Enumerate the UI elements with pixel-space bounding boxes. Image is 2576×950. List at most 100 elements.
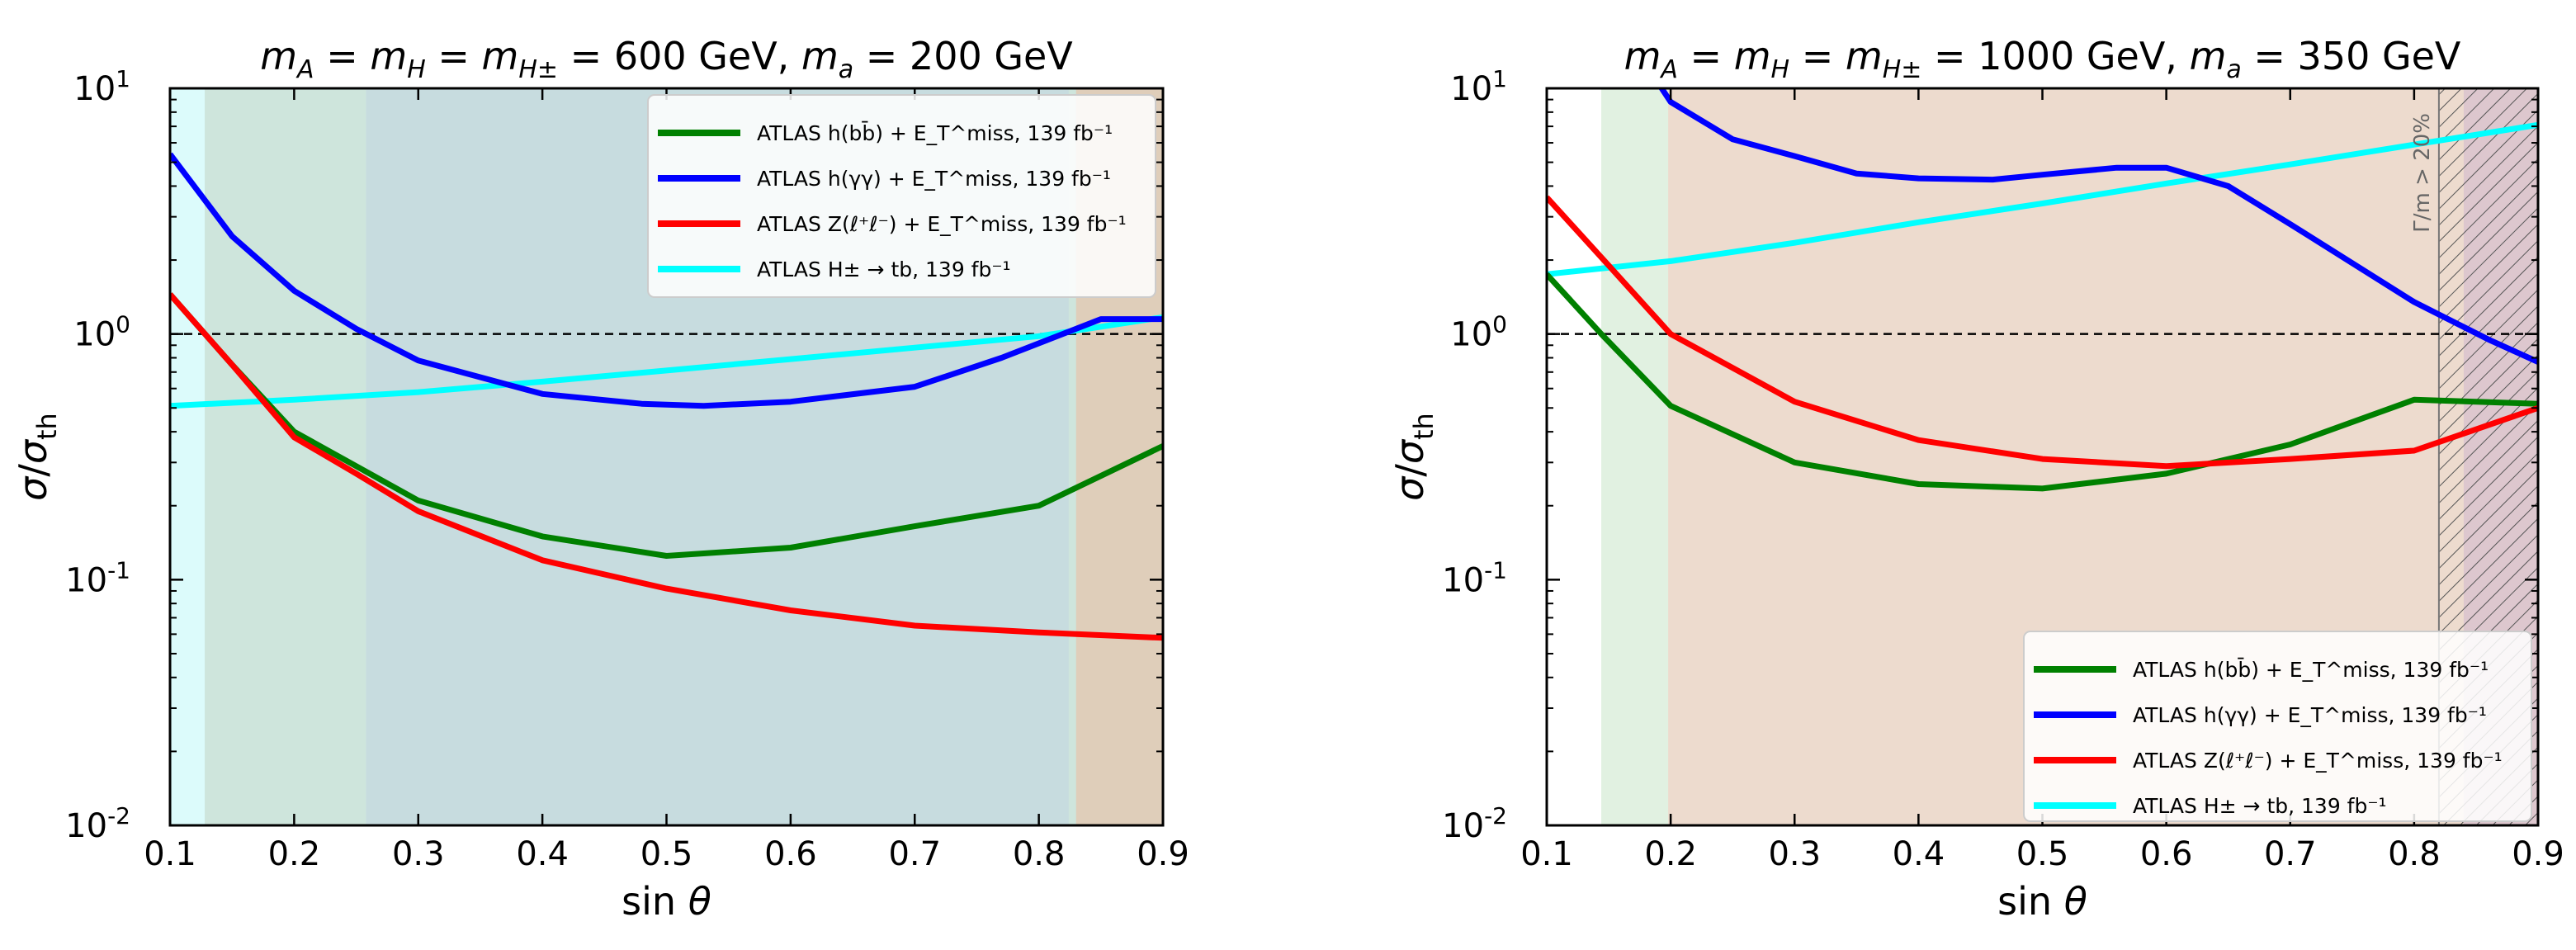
data-point	[1001, 357, 1003, 359]
title-part: =	[426, 34, 482, 78]
title-part: H	[407, 55, 426, 84]
data-point	[1917, 221, 1919, 223]
data-point	[790, 610, 792, 612]
tick-exponent: 0	[1492, 311, 1507, 338]
data-point	[2413, 144, 2415, 145]
legend-label-3: ATLAS Z(ℓ⁺ℓ⁻) + E_T^miss, 139 fb⁻¹	[757, 212, 1127, 236]
x-tick-label: 0.2	[1644, 835, 1697, 873]
data-point	[2166, 182, 2167, 184]
x-tick-label: 0.9	[2512, 835, 2564, 873]
y-tick-label: 10-2	[1442, 802, 1507, 845]
chart-panel-2: Γ/m > 20%0.1 0.2 0.3 0.4 0.5 0.6 0.7 0.8 0.910-2…	[1387, 34, 2564, 924]
title-part: H±	[1883, 55, 1922, 84]
y-tick-label: 10-2	[65, 802, 130, 845]
legend: ATLAS h(bb̄) + E_T^miss, 139 fb⁻¹ ATLAS h…	[647, 94, 1156, 298]
title-part: = 200 GeV	[853, 34, 1073, 78]
x-axis-label: sin θ	[1997, 879, 2087, 924]
title-part: =	[314, 34, 371, 78]
data-point	[790, 401, 792, 403]
title-part: = 1000 GeV,	[1921, 34, 2189, 78]
y-tick-label: 10-1	[65, 556, 130, 599]
title-part: = 600 GeV,	[558, 34, 801, 78]
tick-base: 10	[1442, 561, 1484, 599]
chart-title: mA = mH = mH± = 1000 GeV, ma = 350 GeV	[1624, 34, 2461, 84]
title-part: a	[839, 55, 853, 84]
x-label-fn: sin	[1997, 879, 2064, 924]
y-axis-label: σ/σth	[11, 413, 63, 501]
data-point	[356, 328, 357, 329]
data-point	[293, 399, 295, 400]
data-point	[2042, 488, 2043, 489]
x-tick-label: 0.6	[764, 835, 817, 873]
tick-base: 10	[65, 807, 107, 845]
tick-exponent: -1	[1484, 556, 1507, 584]
title-part: H±	[518, 55, 558, 84]
title-part: m	[801, 34, 839, 78]
tick-base: 10	[73, 70, 116, 108]
tick-exponent: -1	[107, 556, 130, 584]
y-label-slash: /	[1387, 464, 1432, 477]
series-line-3	[1547, 195, 2538, 470]
y-label-sub: th	[31, 413, 63, 440]
legend-label-3: ATLAS Z(ℓ⁺ℓ⁻) + E_T^miss, 139 fb⁻¹	[2133, 749, 2503, 773]
title-part: =	[1789, 34, 1846, 78]
tick-exponent: 0	[116, 311, 130, 338]
title-part: m	[260, 34, 297, 78]
title-part: A	[1659, 55, 1678, 84]
x-tick-label: 0.4	[516, 835, 569, 873]
x-label-var: θ	[688, 879, 711, 924]
legend-label-2: ATLAS h(γγ) + E_T^miss, 139 fb⁻¹	[757, 167, 1111, 191]
data-point	[790, 358, 792, 360]
y-tick-label: 101	[73, 65, 130, 108]
data-point	[2413, 301, 2415, 303]
x-tick-label: 0.4	[1893, 835, 1945, 873]
y-label-num: σ	[1387, 475, 1432, 501]
title-part: m	[1624, 34, 1661, 78]
data-point	[2488, 338, 2489, 340]
data-point	[1794, 155, 1795, 157]
tick-exponent: 1	[116, 65, 130, 92]
data-point	[1075, 328, 1077, 329]
legend-label-4: ATLAS H± → tb, 139 fb⁻¹	[2133, 794, 2387, 818]
legend-label-4: ATLAS H± → tb, 139 fb⁻¹	[757, 258, 1011, 281]
y-tick-label: 100	[1450, 311, 1507, 354]
data-point	[1917, 177, 1919, 179]
data-point	[541, 380, 543, 382]
data-point	[1992, 179, 1993, 181]
x-tick-label: 0.2	[268, 835, 321, 873]
data-point	[790, 547, 792, 549]
x-tick-label: 0.8	[1013, 835, 1066, 873]
data-point	[2228, 185, 2229, 187]
y-label-num: σ	[11, 475, 55, 501]
x-tick-label: 0.1	[1520, 835, 1573, 873]
title-part: a	[2226, 55, 2241, 84]
x-tick-label: 0.8	[2388, 835, 2441, 873]
y-tick-label: 10-1	[1442, 556, 1507, 599]
tick-exponent: -2	[1484, 802, 1507, 829]
legend-label-1: ATLAS h(bb̄) + E_T^miss, 139 fb⁻¹	[757, 121, 1113, 145]
data-point	[666, 370, 667, 371]
x-tick-label: 0.5	[640, 835, 693, 873]
title-part: = 350 GeV	[2242, 34, 2461, 78]
series-line-2	[170, 152, 1163, 409]
data-point	[231, 235, 233, 237]
legend-label-1: ATLAS h(bb̄) + E_T^miss, 139 fb⁻¹	[2133, 657, 2489, 682]
data-point	[1917, 439, 1919, 441]
data-point	[2166, 473, 2167, 475]
data-point	[2042, 202, 2043, 204]
legend-box	[2023, 631, 2532, 822]
title-part: m	[370, 34, 407, 78]
chart-title: mA = mH = mH± = 600 GeV, ma = 200 GeV	[260, 34, 1073, 84]
y-label-den: σ	[11, 438, 55, 464]
x-tick-label: 0.6	[2140, 835, 2193, 873]
data-point	[1794, 461, 1795, 463]
y-label-slash: /	[11, 464, 55, 477]
data-point	[1855, 173, 1857, 174]
tick-base: 10	[1442, 807, 1484, 845]
data-point	[1038, 505, 1040, 507]
y-label-sub: th	[1408, 413, 1439, 440]
data-point	[2042, 174, 2043, 176]
legend: ATLAS h(bb̄) + E_T^miss, 139 fb⁻¹ ATLAS h…	[2023, 631, 2532, 822]
x-axis-label: sin θ	[622, 879, 711, 924]
data-point	[2042, 458, 2043, 460]
